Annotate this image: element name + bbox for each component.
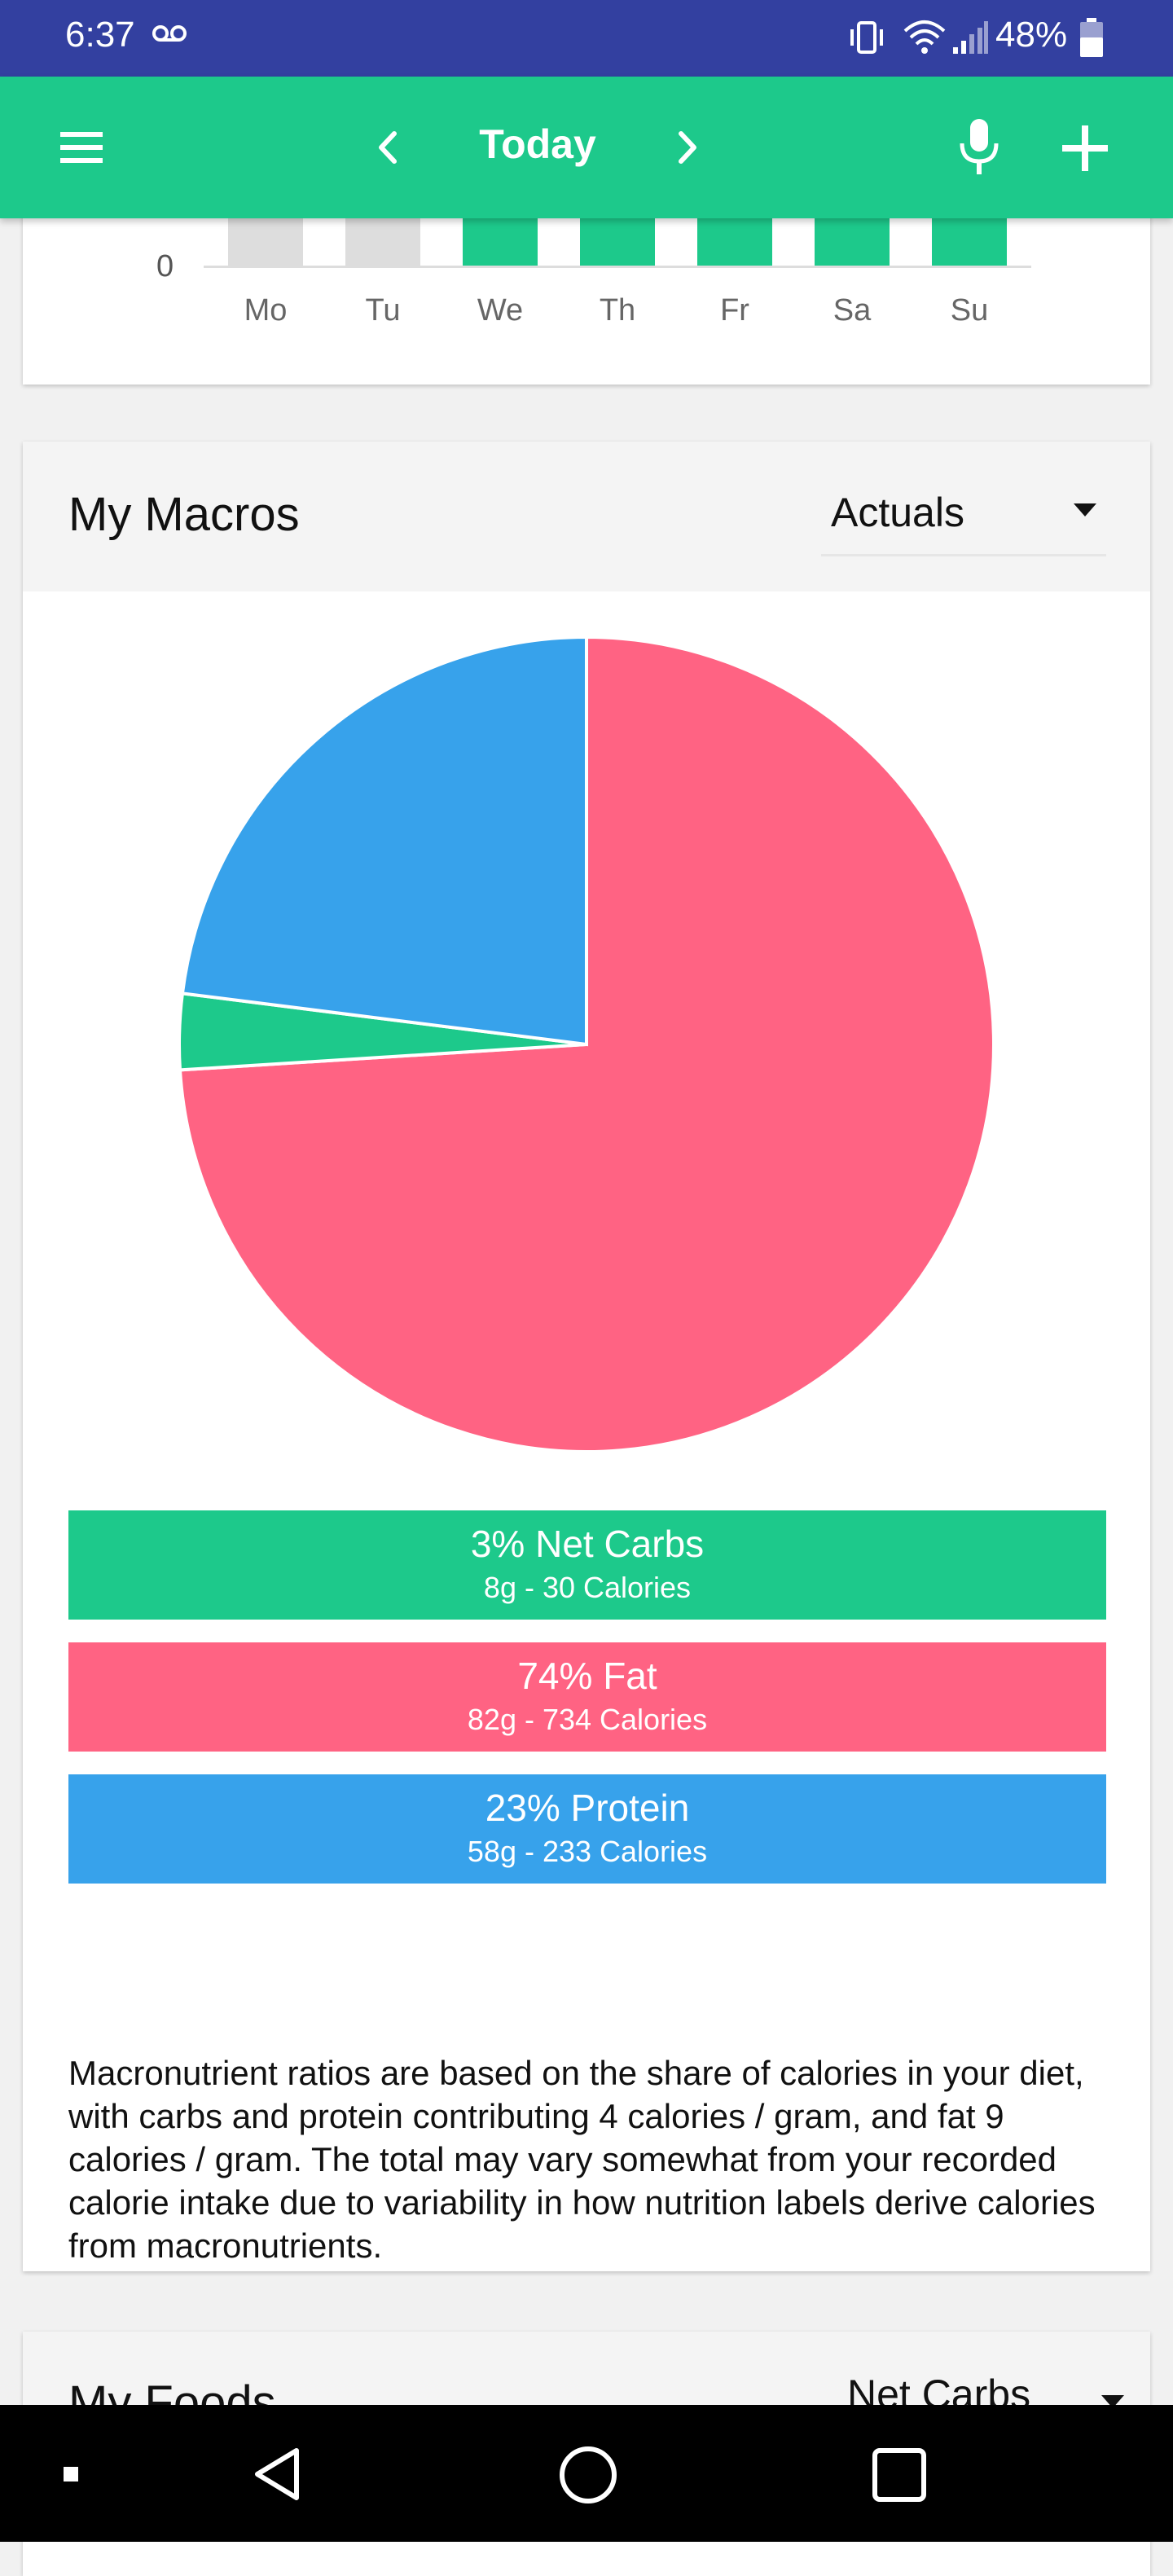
week-day-label: Fr [720, 293, 749, 327]
add-icon[interactable] [1059, 122, 1111, 174]
week-bar-sa [815, 218, 890, 266]
battery-percent: 48% [995, 15, 1068, 55]
vibrate-icon [850, 21, 883, 54]
week-bar-we [463, 218, 538, 266]
macro-bar-net-carbs: 3% Net Carbs 8g - 30 Calories [68, 1510, 1106, 1620]
pie-slice-protein[interactable] [180, 635, 588, 1047]
week-bar-mo [228, 218, 303, 266]
week-day-label: Mo [244, 293, 288, 327]
overview-icon[interactable] [872, 2447, 927, 2503]
app-bar: Today [0, 77, 1173, 218]
week-day-label: Th [599, 293, 636, 327]
menu-icon[interactable] [57, 127, 106, 168]
macros-pie-chart [178, 635, 995, 1453]
date-title[interactable]: Today [479, 121, 596, 167]
fat-percent: 74% Fat [517, 1655, 657, 1697]
week-bar-su [932, 218, 1007, 266]
week-bar-fr [697, 218, 772, 266]
protein-detail: 58g - 233 Calories [467, 1835, 708, 1868]
fat-detail: 82g - 734 Calories [467, 1703, 708, 1736]
status-bar: 6:37 48% [0, 0, 1173, 77]
chevron-right-icon[interactable] [670, 127, 705, 168]
home-icon[interactable] [559, 2446, 617, 2504]
protein-percent: 23% Protein [485, 1787, 690, 1829]
macros-view-select[interactable]: Actuals [821, 481, 1106, 556]
chevron-left-icon[interactable] [370, 127, 406, 168]
macros-header: My Macros Actuals [23, 442, 1150, 591]
macros-view-value: Actuals [831, 490, 964, 535]
macro-bar-fat: 74% Fat 82g - 734 Calories [68, 1642, 1106, 1752]
x-axis-line [204, 266, 1031, 268]
signal-icon [953, 21, 988, 54]
y-axis-zero-label: 0 [156, 249, 174, 284]
status-time: 6:37 [65, 15, 135, 55]
battery-icon [1080, 18, 1103, 57]
week-day-label: Tu [365, 293, 401, 327]
back-icon[interactable] [249, 2446, 306, 2503]
week-day-label: Su [950, 293, 989, 327]
system-nav-bar [0, 2405, 1173, 2542]
week-day-label: We [477, 293, 524, 327]
caret-down-icon [1074, 503, 1096, 517]
recents-dot-icon[interactable] [62, 2465, 80, 2483]
macros-explanation: Macronutrient ratios are based on the sh… [68, 2054, 1096, 2265]
caret-down-icon [1101, 2395, 1124, 2408]
week-bar-th [580, 218, 655, 266]
voicemail-icon [152, 25, 187, 42]
microphone-icon[interactable] [956, 117, 1002, 178]
macros-title: My Macros [68, 488, 300, 541]
macro-bar-protein: 23% Protein 58g - 233 Calories [68, 1774, 1106, 1884]
week-day-label: Sa [833, 293, 872, 327]
net-carbs-percent: 3% Net Carbs [470, 1523, 705, 1565]
net-carbs-detail: 8g - 30 Calories [483, 1571, 692, 1604]
week-bar-tu [345, 218, 420, 266]
wifi-icon [903, 20, 946, 54]
